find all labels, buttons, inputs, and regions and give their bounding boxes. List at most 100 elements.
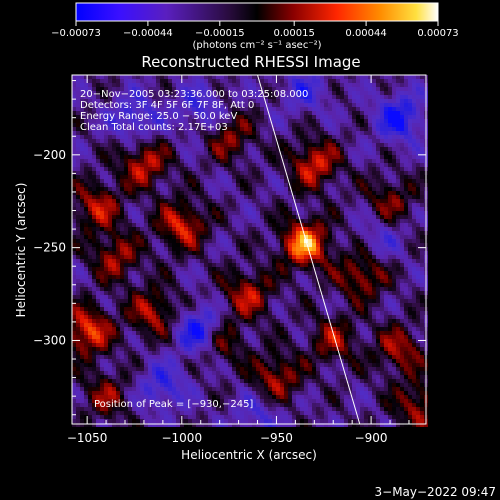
heatmap-cell [348,187,352,191]
heatmap-cell [120,287,124,291]
heatmap-cell [132,139,136,143]
heatmap-cell [160,91,164,95]
heatmap-cell [104,155,108,159]
heatmap-cell [216,279,220,283]
heatmap-cell [280,263,284,267]
heatmap-cell [156,247,160,251]
heatmap-cell [376,175,380,179]
heatmap-cell [124,191,128,195]
heatmap-cell [384,235,388,239]
heatmap-cell [288,147,292,151]
heatmap-cell [220,187,224,191]
heatmap-cell [248,175,252,179]
heatmap-cell [180,123,184,127]
heatmap-cell [296,131,300,135]
heatmap-cell [272,275,276,279]
heatmap-cell [324,199,328,203]
heatmap-cell [316,287,320,291]
heatmap-cell [404,151,408,155]
heatmap-cell [216,179,220,183]
heatmap-cell [124,95,128,99]
heatmap-cell [116,115,120,119]
heatmap-cell [272,231,276,235]
heatmap-cell [376,91,380,95]
heatmap-cell [232,195,236,199]
heatmap-cell [352,191,356,195]
heatmap-cell [216,123,220,127]
heatmap-cell [248,131,252,135]
heatmap-cell [296,179,300,183]
heatmap-cell [320,167,324,171]
heatmap-cell [168,95,172,99]
heatmap-cell [216,243,220,247]
heatmap-cell [372,275,376,279]
heatmap-cell [308,247,312,251]
heatmap-cell [88,139,92,143]
heatmap-cell [380,111,384,115]
heatmap-cell [324,163,328,167]
heatmap-cell [112,219,116,223]
heatmap-cell [252,223,256,227]
heatmap-cell [144,287,148,291]
heatmap-cell [84,199,88,203]
heatmap-cell [236,231,240,235]
heatmap-cell [368,207,372,211]
heatmap-cell [172,167,176,171]
heatmap-cell [212,263,216,267]
heatmap-cell [388,219,392,223]
heatmap-cell [296,231,300,235]
heatmap-cell [196,263,200,267]
heatmap-cell [264,255,268,259]
heatmap-cell [112,207,116,211]
heatmap-cell [100,271,104,275]
heatmap-cell [184,163,188,167]
heatmap-cell [288,139,292,143]
heatmap-cell [200,107,204,111]
heatmap-cell [200,239,204,243]
heatmap-cell [136,283,140,287]
heatmap-cell [212,103,216,107]
heatmap-cell [324,139,328,143]
heatmap-cell [84,263,88,267]
heatmap-cell [212,239,216,243]
heatmap-cell [388,267,392,271]
heatmap-cell [396,283,400,287]
heatmap-cell [408,103,412,107]
heatmap-cell [368,243,372,247]
heatmap-cell [336,259,340,263]
heatmap-cell [92,251,96,255]
heatmap-cell [128,167,132,171]
heatmap-cell [260,111,264,115]
heatmap-cell [380,183,384,187]
heatmap-cell [120,295,124,299]
heatmap-cell [112,115,116,119]
heatmap-cell [80,159,84,163]
heatmap-cell [224,291,228,295]
heatmap-cell [112,199,116,203]
heatmap-cell [404,155,408,159]
heatmap-cell [380,271,384,275]
heatmap-cell [168,107,172,111]
heatmap-cell [396,295,400,299]
heatmap-cell [216,251,220,255]
heatmap-cell [224,267,228,271]
heatmap-cell [108,219,112,223]
heatmap-cell [108,111,112,115]
heatmap-cell [396,143,400,147]
heatmap-cell [404,139,408,143]
heatmap-cell [84,219,88,223]
heatmap-cell [356,255,360,259]
heatmap-cell [212,251,216,255]
heatmap-cell [144,91,148,95]
heatmap-cell [236,191,240,195]
heatmap-cell [128,139,132,143]
heatmap-cell [120,119,124,123]
heatmap-cell [332,79,336,83]
heatmap-cell [312,107,316,111]
heatmap-cell [324,143,328,147]
heatmap-cell [384,159,388,163]
heatmap-cell [236,155,240,159]
colorbar-tick-label: 0.00015 [274,28,315,39]
heatmap-cell [136,159,140,163]
heatmap-cell [388,175,392,179]
